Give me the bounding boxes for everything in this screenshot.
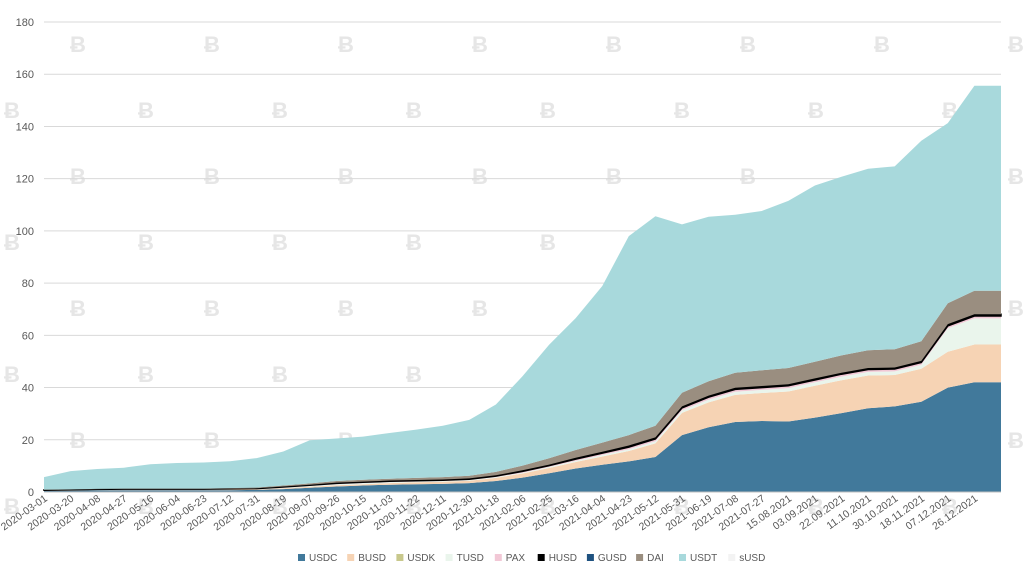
watermark-logo-icon: Ƀ xyxy=(4,230,20,255)
legend-swatch-usdc xyxy=(298,554,305,561)
y-tick-label: 100 xyxy=(16,226,34,238)
area-series-busd xyxy=(44,344,1001,491)
watermark-logo-icon: Ƀ xyxy=(4,362,20,387)
watermark-logo-icon: Ƀ xyxy=(4,494,20,519)
watermark-logo-icon: Ƀ xyxy=(1008,428,1024,453)
watermark-logo-icon: Ƀ xyxy=(942,494,958,519)
legend-swatch-susd xyxy=(728,554,736,561)
legend-swatch-dai xyxy=(636,554,644,561)
legend-swatch-busd xyxy=(347,554,355,561)
watermark-logo-icon: Ƀ xyxy=(204,32,220,57)
watermark-logo-icon: Ƀ xyxy=(338,164,354,189)
legend-label-usdt: USDT xyxy=(690,553,717,564)
watermark-logo-icon: Ƀ xyxy=(540,494,556,519)
legend-label-gusd: GUSD xyxy=(598,553,627,564)
legend: USDC BUSD USDK TUSD PAX HUSD GUSD DAI USDT sUSD xyxy=(298,553,765,564)
watermark-logo-icon: Ƀ xyxy=(70,428,86,453)
legend-label-husd: HUSD xyxy=(549,553,577,564)
legend-label-tusd: TUSD xyxy=(457,553,484,564)
watermark-logo-icon: Ƀ xyxy=(406,494,422,519)
watermark-logo-icon: Ƀ xyxy=(674,494,690,519)
watermark-logo-icon: Ƀ xyxy=(70,32,86,57)
watermark-logo-icon: Ƀ xyxy=(1008,164,1024,189)
legend-swatch-usdk xyxy=(396,554,404,561)
y-tick-label: 40 xyxy=(22,383,34,395)
legend-label-usdc: USDC xyxy=(309,553,337,564)
y-tick-label: 140 xyxy=(16,121,34,133)
watermark-logo-icon: Ƀ xyxy=(406,362,422,387)
legend-label-susd: sUSD xyxy=(739,553,765,564)
y-tick-label: 60 xyxy=(22,330,34,342)
legend-swatch-husd xyxy=(537,554,545,561)
legend-label-busd: BUSD xyxy=(358,553,386,564)
watermark-logo-icon: Ƀ xyxy=(874,32,890,57)
y-tick-label: 160 xyxy=(16,69,34,81)
x-axis-ticks: 2020-03-012020-03-202020-04-082020-04-27… xyxy=(0,493,980,534)
y-tick-label: 20 xyxy=(22,435,34,447)
legend-swatch-pax xyxy=(494,554,502,561)
watermark-logo-icon: Ƀ xyxy=(540,230,556,255)
stacked-areas xyxy=(43,85,1002,493)
watermark-logo-icon: Ƀ xyxy=(472,32,488,57)
watermark-logo-icon: Ƀ xyxy=(406,98,422,123)
watermark-logo-icon: Ƀ xyxy=(272,98,288,123)
area-series-usdt xyxy=(44,85,1001,490)
watermark-logo-icon: Ƀ xyxy=(272,494,288,519)
watermark-logo-icon: Ƀ xyxy=(338,296,354,321)
watermark-logo-icon: Ƀ xyxy=(740,164,756,189)
y-tick-label: 120 xyxy=(16,174,34,186)
watermark-logo-icon: Ƀ xyxy=(472,164,488,189)
watermark-logo-icon: Ƀ xyxy=(406,230,422,255)
watermark-logo-icon: Ƀ xyxy=(1008,32,1024,57)
watermark-logo-icon: Ƀ xyxy=(272,230,288,255)
watermark-logo-icon: Ƀ xyxy=(472,296,488,321)
watermark-logo-icon: Ƀ xyxy=(606,164,622,189)
y-tick-label: 80 xyxy=(22,278,34,290)
watermark-logo-icon: Ƀ xyxy=(808,98,824,123)
y-tick-label: 0 xyxy=(28,487,34,499)
watermark-logo-icon: Ƀ xyxy=(138,98,154,123)
legend-swatch-tusd xyxy=(445,554,453,561)
watermark-logo-icon: Ƀ xyxy=(4,98,20,123)
watermark-logo-icon: Ƀ xyxy=(204,296,220,321)
watermark-logo-icon: Ƀ xyxy=(70,164,86,189)
legend-label-dai: DAI xyxy=(647,553,664,564)
watermark-logo-icon: Ƀ xyxy=(338,32,354,57)
watermark-logo-icon: Ƀ xyxy=(204,428,220,453)
watermark-logo-icon: Ƀ xyxy=(138,494,154,519)
watermark-logo-icon: Ƀ xyxy=(138,230,154,255)
watermark-logo-icon: Ƀ xyxy=(204,164,220,189)
watermark-logo-icon: Ƀ xyxy=(70,296,86,321)
watermark-logo-icon: Ƀ xyxy=(808,494,824,519)
watermark-logo-icon: Ƀ xyxy=(272,362,288,387)
legend-label-usdk: USDK xyxy=(407,553,435,564)
y-tick-label: 180 xyxy=(16,17,34,29)
legend-label-pax: PAX xyxy=(506,553,526,564)
area-series-usdc xyxy=(44,382,1001,492)
watermark-logo-icon: Ƀ xyxy=(740,32,756,57)
y-axis-ticks: 0 20 40 60 80 100 120 140 160 180 xyxy=(16,17,34,499)
watermark-logo-icon: Ƀ xyxy=(540,98,556,123)
legend-swatch-usdt xyxy=(679,554,686,561)
legend-swatch-gusd xyxy=(586,554,594,561)
watermark-logo-icon: Ƀ xyxy=(1008,296,1024,321)
watermark-logo-icon: Ƀ xyxy=(138,362,154,387)
watermark-logo-icon: Ƀ xyxy=(606,32,622,57)
watermark-logo-icon: Ƀ xyxy=(674,98,690,123)
